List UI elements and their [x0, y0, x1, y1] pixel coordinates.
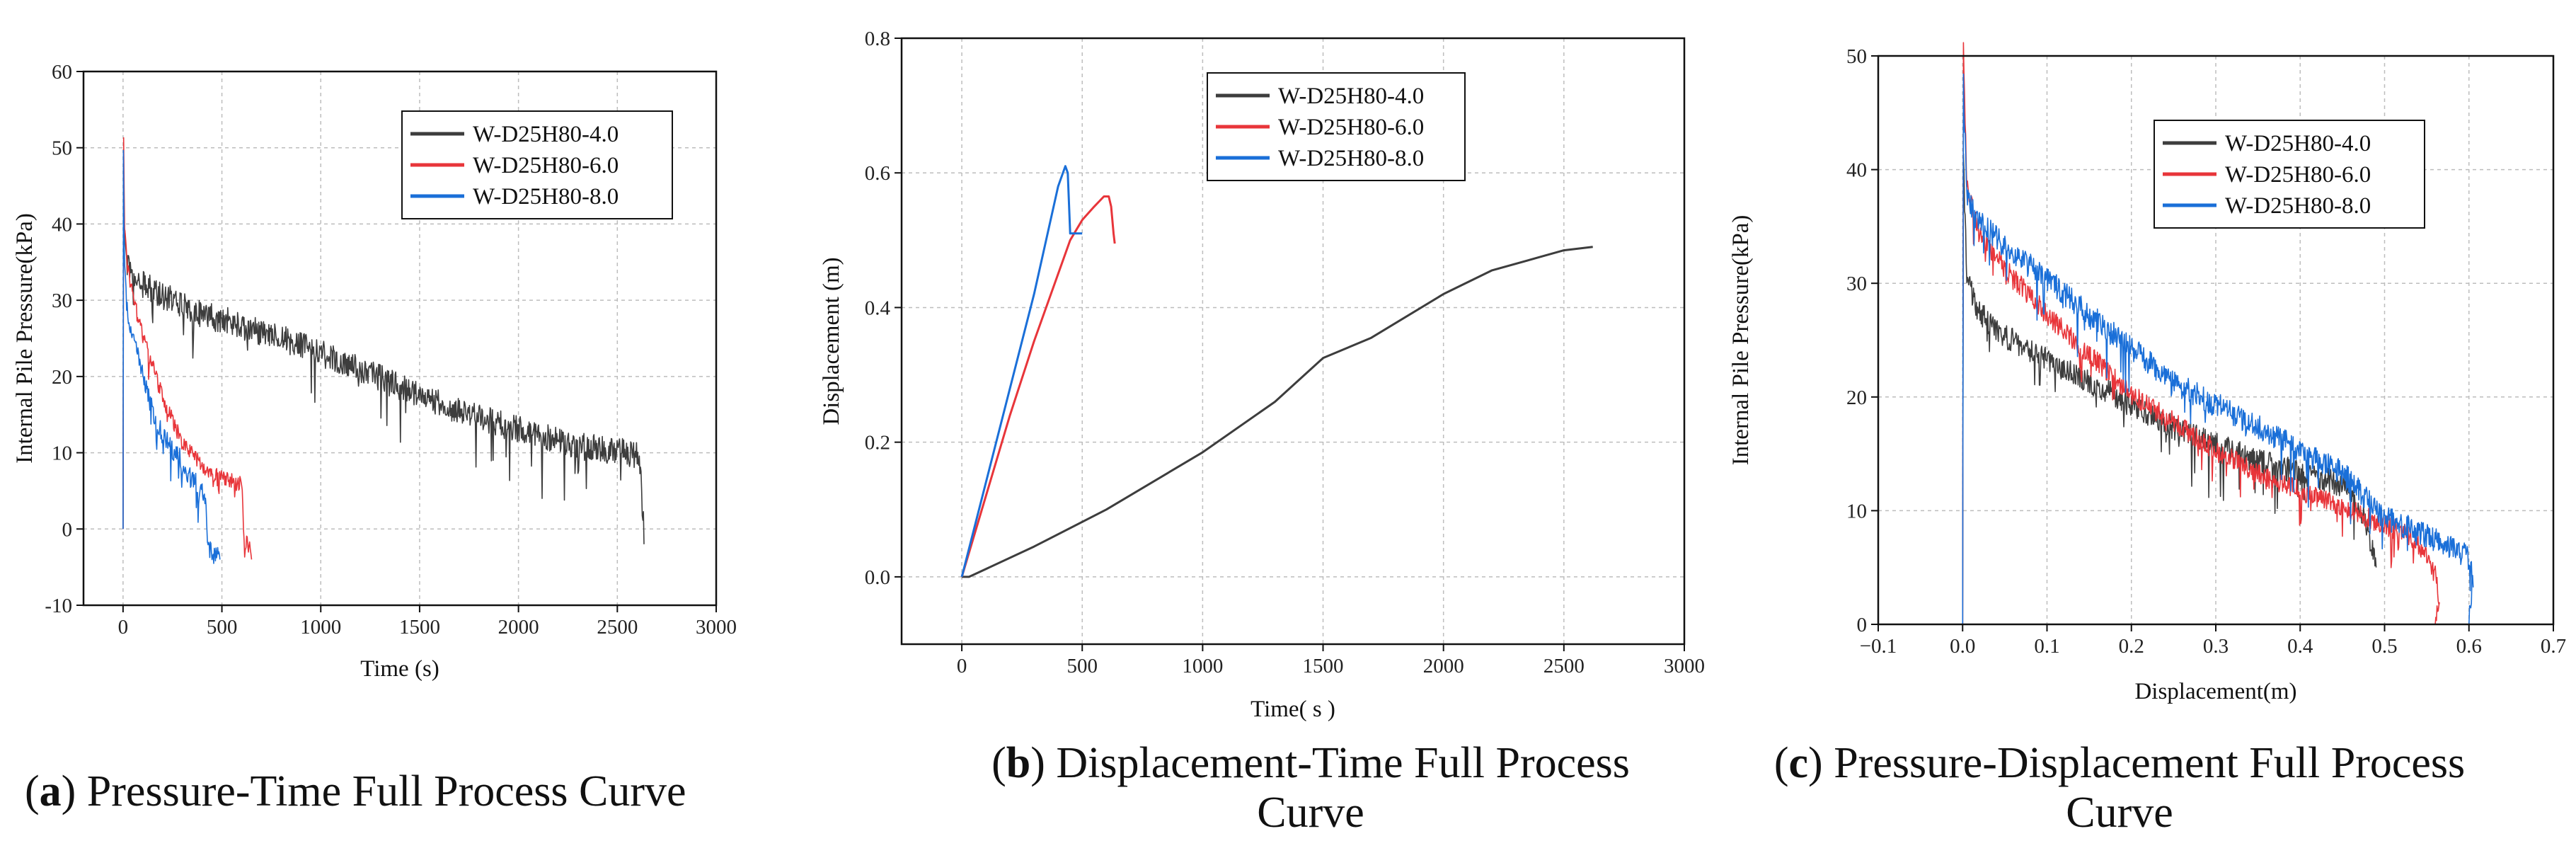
- panel-b: 0 500 1000 1500 2000 2500 3000 0.0 0.2 0.4 0.6 0.8 T…: [819, 28, 1705, 837]
- series-line-W-D25H80-8.0: [960, 165, 1083, 578]
- y-tick-label: 40: [1846, 159, 1867, 182]
- legend: W-D25H80-4.0 W-D25H80-6.0 W-D25H80-8.0: [1207, 72, 1466, 181]
- y-axis-label: Internal Pile Pressure(kPa): [12, 213, 38, 464]
- x-tick-label: 0: [118, 616, 129, 639]
- y-tick-label: 30: [1846, 273, 1867, 295]
- panel-a: 0 500 1000 1500 2000 2500 3000 -10 0 10 20 30 40 50 60…: [12, 61, 737, 815]
- panel-c: −0.1 0.0 0.1 0.2 0.3 0.4 0.5 0.6 0.7 0 10 20 30 40 50 D…: [1728, 42, 2566, 837]
- y-tick-label: 60: [52, 61, 72, 84]
- x-tick-label: 3000: [696, 616, 737, 639]
- y-tick-label: 40: [52, 213, 72, 236]
- legend-label: W-D25H80-4.0: [473, 122, 619, 147]
- y-tick-label: 0: [1857, 614, 1868, 636]
- series-line-W-D25H80-6.0: [122, 137, 253, 560]
- x-tick-label: 1500: [1303, 655, 1344, 677]
- legend-label: W-D25H80-4.0: [1278, 84, 1424, 109]
- x-tick-label: 0.0: [1950, 635, 1975, 658]
- plot-frame: [900, 37, 1686, 646]
- series-line-W-D25H80-4.0: [122, 168, 645, 544]
- y-tick-label: -10: [45, 595, 72, 617]
- x-tick-label: 1000: [300, 616, 341, 639]
- legend-label: W-D25H80-6.0: [2225, 162, 2371, 188]
- legend-label: W-D25H80-6.0: [473, 153, 619, 178]
- series-line-W-D25H80-8.0: [1962, 73, 2474, 625]
- y-axis-label: Internal Pile Pressure(kPa): [1728, 215, 1754, 466]
- y-tick-label: 20: [1846, 387, 1867, 409]
- caption-text: (a) Pressure-Time Full Process Curve: [25, 767, 686, 815]
- caption-text-line2: Curve: [1257, 789, 1364, 837]
- x-tick-label: 2500: [597, 616, 638, 639]
- legend-label: W-D25H80-8.0: [473, 184, 619, 210]
- y-tick-label: 0.4: [865, 297, 891, 319]
- y-tick-label: 0.8: [865, 28, 890, 50]
- x-axis-label: Time( s ): [1250, 697, 1335, 722]
- series-line-W-D25H80-6.0: [960, 195, 1116, 578]
- x-tick-label: 3000: [1664, 655, 1705, 677]
- x-tick-label: 500: [207, 616, 238, 639]
- x-tick-label: 0: [957, 655, 967, 677]
- legend-label: W-D25H80-4.0: [2225, 131, 2371, 156]
- x-tick-label: 500: [1066, 655, 1098, 677]
- y-tick-label: 0: [62, 518, 73, 541]
- x-axis-label: Time (s): [360, 656, 439, 682]
- x-tick-label: 0.6: [2456, 635, 2482, 658]
- y-tick-label: 10: [52, 442, 72, 465]
- plot-frame: [82, 70, 718, 607]
- caption: (a) Pressure-Time Full Process Curve: [25, 767, 686, 815]
- y-tick-label: 20: [52, 366, 72, 389]
- series-line-W-D25H80-4.0: [962, 246, 1593, 578]
- y-tick-label: 30: [52, 290, 72, 312]
- series-line-W-D25H80-6.0: [1962, 42, 2440, 625]
- x-tick-label: 0.3: [2203, 635, 2229, 658]
- x-tick-label: 0.7: [2541, 635, 2566, 658]
- x-axis-label: Displacement(m): [2134, 679, 2296, 704]
- x-tick-label: 1500: [399, 616, 440, 639]
- x-tick-label: 0.5: [2371, 635, 2397, 658]
- caption: (c) Pressure-Displacement Full ProcessCu…: [1774, 739, 2465, 837]
- x-tick-label: 0.4: [2287, 635, 2313, 658]
- series-line-W-D25H80-8.0: [122, 149, 221, 564]
- legend-label: W-D25H80-6.0: [1278, 115, 1424, 140]
- caption-text: (c) Pressure-Displacement Full Process: [1774, 739, 2465, 787]
- legend: W-D25H80-4.0 W-D25H80-6.0 W-D25H80-8.0: [2154, 120, 2425, 229]
- x-tick-label: −0.1: [1860, 635, 1897, 658]
- legend-label: W-D25H80-8.0: [2225, 193, 2371, 219]
- y-tick-label: 10: [1846, 500, 1867, 522]
- y-tick-label: 50: [52, 137, 72, 160]
- series-line-W-D25H80-4.0: [1962, 153, 2377, 625]
- x-tick-label: 2000: [1423, 655, 1464, 677]
- x-tick-label: 2500: [1543, 655, 1585, 677]
- legend: W-D25H80-4.0 W-D25H80-6.0 W-D25H80-8.0: [401, 110, 673, 219]
- y-tick-label: 0.0: [865, 566, 890, 589]
- y-tick-label: 50: [1846, 45, 1867, 68]
- x-tick-label: 1000: [1182, 655, 1223, 677]
- y-tick-label: 0.6: [865, 162, 890, 185]
- y-tick-label: 0.2: [865, 432, 890, 454]
- caption-text: (b) Displacement-Time Full Process: [991, 739, 1630, 787]
- x-tick-label: 0.1: [2034, 635, 2059, 658]
- y-axis-label: Displacement (m): [819, 257, 844, 425]
- legend-label: W-D25H80-8.0: [1278, 146, 1424, 171]
- caption-text-line2: Curve: [2066, 789, 2173, 837]
- x-tick-label: 0.2: [2119, 635, 2144, 658]
- x-tick-label: 2000: [498, 616, 539, 639]
